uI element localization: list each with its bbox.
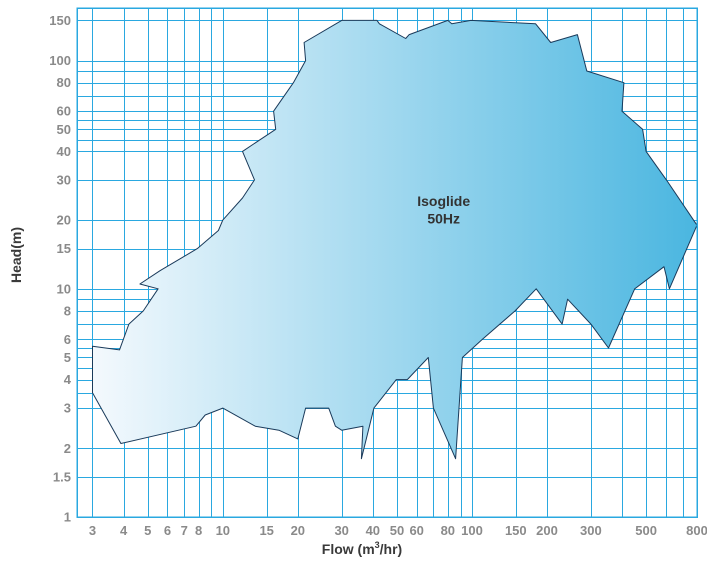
y-tick-label: 1.5 bbox=[53, 469, 71, 484]
y-tick-label: 20 bbox=[57, 213, 71, 228]
y-tick-label: 5 bbox=[64, 350, 71, 365]
y-tick-label: 30 bbox=[57, 172, 71, 187]
y-tick-label: 40 bbox=[57, 144, 71, 159]
y-tick-label: 1 bbox=[64, 510, 71, 525]
y-tick-label: 15 bbox=[57, 241, 71, 256]
y-tick-label: 50 bbox=[57, 122, 71, 137]
y-tick-label: 6 bbox=[64, 332, 71, 347]
x-tick-label: 3 bbox=[89, 523, 96, 538]
x-tick-label: 300 bbox=[580, 523, 602, 538]
x-tick-label: 20 bbox=[291, 523, 305, 538]
y-tick-label: 3 bbox=[64, 401, 71, 416]
x-tick-label: 100 bbox=[461, 523, 483, 538]
y-tick-label: 150 bbox=[49, 13, 71, 28]
x-axis-ticks: 3 4 5 6 7 8 10 15 20 30 40 50 60 80 100 150 200 300 500 800 bbox=[89, 523, 707, 538]
y-axis-ticks: 1 1.5 2 3 4 5 6 8 10 15 20 30 40 50 60 80 100 150 bbox=[49, 13, 71, 525]
x-tick-label: 80 bbox=[441, 523, 455, 538]
x-tick-label: 15 bbox=[259, 523, 273, 538]
x-tick-label: 60 bbox=[409, 523, 423, 538]
y-tick-label: 4 bbox=[64, 372, 72, 387]
y-tick-label: 2 bbox=[64, 441, 71, 456]
x-tick-label: 4 bbox=[120, 523, 128, 538]
x-tick-label: 10 bbox=[216, 523, 230, 538]
x-tick-label: 500 bbox=[635, 523, 657, 538]
x-tick-label: 40 bbox=[366, 523, 380, 538]
x-tick-label: 150 bbox=[505, 523, 527, 538]
series-envelope-0 bbox=[92, 19, 698, 460]
y-tick-label: 60 bbox=[57, 104, 71, 119]
plot-frame bbox=[76, 7, 698, 518]
x-tick-label: 50 bbox=[390, 523, 404, 538]
x-tick-label: 200 bbox=[536, 523, 558, 538]
x-axis-title: Flow (m3/hr) bbox=[322, 540, 402, 557]
annotation-label-1: 50Hz bbox=[427, 211, 460, 227]
x-tick-label: 30 bbox=[334, 523, 348, 538]
y-tick-label: 80 bbox=[57, 75, 71, 90]
x-tick-label: 800 bbox=[686, 523, 707, 538]
x-tick-label: 7 bbox=[181, 523, 188, 538]
annotation-label-0: Isoglide bbox=[417, 193, 470, 209]
x-tick-label: 6 bbox=[164, 523, 171, 538]
y-tick-label: 100 bbox=[49, 53, 71, 68]
plot-area: Isoglide 50Hz bbox=[92, 19, 698, 460]
y-axis-title: Head(m) bbox=[8, 227, 24, 283]
x-tick-label: 5 bbox=[144, 523, 151, 538]
x-tick-label: 8 bbox=[195, 523, 202, 538]
y-tick-label: 10 bbox=[57, 281, 71, 296]
y-tick-label: 8 bbox=[64, 303, 71, 318]
